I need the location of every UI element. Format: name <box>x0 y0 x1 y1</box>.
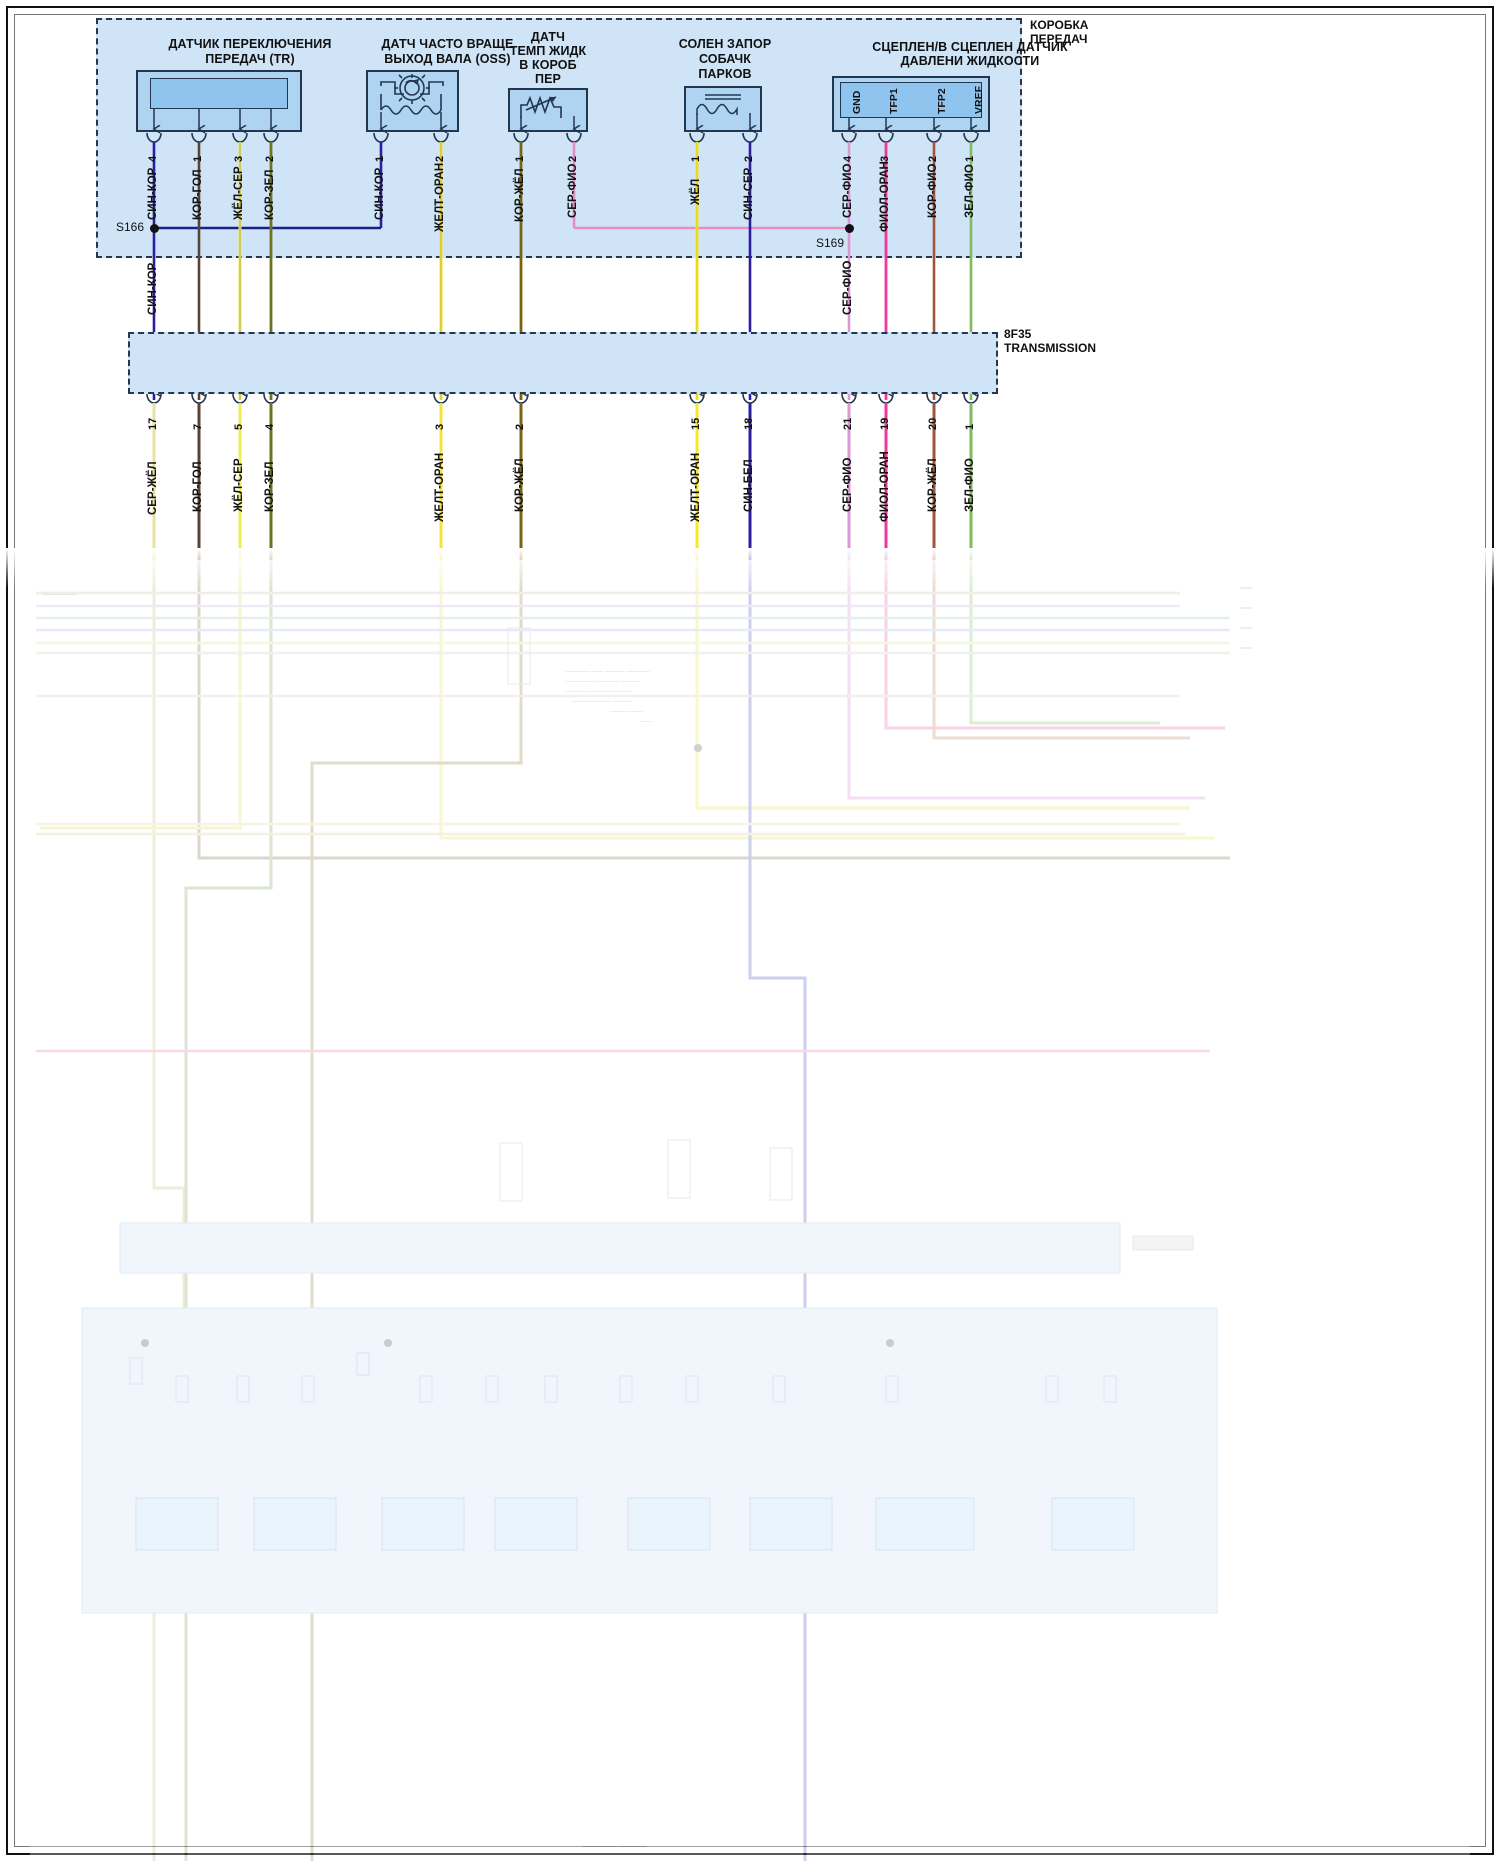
connector-pin-1: 1 <box>964 423 976 430</box>
park-pawl-body <box>684 86 762 132</box>
wire-label-tr-2: КОР-ЗЕЛ <box>264 169 276 220</box>
splice-node-s169 <box>845 224 854 233</box>
connector-wire-18: СИН-БЕЛ <box>743 459 755 512</box>
wire-label-tr-4: СИН-КОР <box>147 167 159 220</box>
connector-wire-17: СЕР-ЖЁЛ <box>147 461 159 515</box>
oss-sensor-title-line2: ВЫХОД ВАЛА (OSS) <box>384 52 511 66</box>
connector-pin-18: 18 <box>743 417 755 430</box>
connector-wire-15: ЖЕЛТ-ОРАН <box>690 452 702 522</box>
tft-sensor-body <box>508 88 588 132</box>
wire-label-clutch-3: ФИОЛ-ОРАН <box>879 161 891 232</box>
pin-number-solenoid-2: 2 <box>743 155 755 162</box>
svg-text:___: ___ <box>639 715 652 722</box>
clutch-terminal-vref: VREF <box>973 85 985 114</box>
clutch-pressure-title-line2: ДАВЛЕНИ ЖИДКОСТИ <box>900 54 1040 68</box>
wire-label-clutch-1: ЗЕЛ-ФИО <box>964 164 976 218</box>
pin-number-solenoid-1: 1 <box>690 155 702 162</box>
svg-text:_______ ______ _____: _______ ______ _____ <box>565 675 640 682</box>
connector-pin-19: 19 <box>879 417 891 430</box>
wire-label-clutch-4: СЕР-ФИО <box>842 163 854 218</box>
pin-number-tr-3: 3 <box>233 155 245 162</box>
tft-sensor-title-line3: В КОРОБ <box>519 58 577 72</box>
wire-label-solenoid-1: ЖЁЛ <box>690 178 702 205</box>
wire-label-clutch-2: КОР-ФИО <box>927 163 939 219</box>
svg-text:__________ _____: __________ _____ <box>571 695 632 702</box>
wire-label-solenoid-2: СИН-СЕР <box>743 167 755 220</box>
wire-label-tr-1: КОР-ГОЛ <box>192 169 204 220</box>
splice-label-s169: S169 <box>816 236 845 250</box>
clutch-pressure-terminal-strip <box>840 82 982 118</box>
pin-number-clutch-4: 4 <box>842 155 854 162</box>
oss-sensor-title-line1: ДАТЧ ЧАСТО ВРАЩЕ <box>381 37 514 51</box>
connector-pin-15: 15 <box>690 417 702 430</box>
transmission-enclosure <box>96 18 1022 258</box>
page-two-bleed: ______ ___ _____ ______ _______ ______ _… <box>0 548 1500 1861</box>
tft-sensor-title-line2: ТЕМП ЖИДК <box>509 44 587 58</box>
connector-8f35-label-line2: TRANSMISSION <box>1004 341 1097 355</box>
connector-pin-17: 17 <box>147 417 159 430</box>
pin-number-oss-1: 1 <box>374 155 386 162</box>
pin-number-tft-1: 1 <box>514 155 526 162</box>
pin-number-tr-1: 1 <box>192 155 204 162</box>
transmission-enclosure-label-line2: ПЕРЕДАЧ <box>1030 32 1088 46</box>
pin-number-tr-4: 4 <box>147 155 159 162</box>
connector-pin-2: 2 <box>514 423 526 430</box>
connector-wire-5: ЖЁЛ-СЕР <box>233 458 245 512</box>
connector-pin-20: 20 <box>927 417 939 430</box>
pin-number-oss-2: 2 <box>434 155 446 162</box>
clutch-terminal-gnd: GND <box>851 90 863 114</box>
splice-node-s166 <box>150 224 159 233</box>
page-inner-border <box>14 14 1486 1847</box>
tr-sensor-title-line1: ДАТЧИК ПЕРЕКЛЮЧЕНИЯ <box>168 37 332 51</box>
svg-text:____ ____: ____ ____ <box>609 705 643 712</box>
page-two-wires: ______ ___ _____ ______ _______ ______ _… <box>30 548 1470 1861</box>
connector-wire-4: КОР-ЗЕЛ <box>264 461 276 512</box>
harness-wire-label-ser-fio: СЕР-ФИО <box>842 260 854 315</box>
clutch-terminal-tfp1: TFP1 <box>888 88 900 114</box>
connector-8f35-label-line1: 8F35 <box>1004 327 1032 341</box>
park-pawl-title-line1: СОЛЕН ЗАПОР <box>678 37 772 51</box>
pin-number-tft-2: 2 <box>567 155 579 162</box>
connector-wire-21: СЕР-ФИО <box>842 457 854 512</box>
splice-label-s166: S166 <box>116 220 145 234</box>
tr-sensor-symbol <box>150 78 288 109</box>
connector-wire-20: КОР-ЖЁЛ <box>927 458 939 512</box>
harness-wire-label-sin-kor: СИН-КОР <box>147 262 159 315</box>
connector-wire-3: ЖЕЛТ-ОРАН <box>434 452 446 522</box>
connector-8f35-box <box>128 332 998 394</box>
connector-pin-5: 5 <box>233 423 245 430</box>
page-border <box>6 6 1494 1855</box>
svg-text:______ ____ ______: ______ ____ ______ <box>565 685 632 692</box>
clutch-pressure-title-line1: СЦЕПЛЕН/В СЦЕПЛЕН ДАТЧИК <box>872 40 1068 54</box>
connector-wire-19: ФИОЛ-ОРАН <box>879 451 891 522</box>
connector-wire-7: КОР-ГОЛ <box>192 461 204 512</box>
park-pawl-title-line2: СОБАЧК <box>698 52 752 66</box>
wire-label-oss-2: ЖЕЛТ-ОРАН <box>434 162 446 232</box>
wire-label-tft-1: КОР-ЖЁЛ <box>514 168 526 222</box>
wire-label-tr-3: ЖЁЛ-СЕР <box>233 166 245 220</box>
tft-sensor-title-line1: ДАТЧ <box>530 30 566 44</box>
connector-pin-7: 7 <box>192 423 204 430</box>
tft-sensor-title-line4: ПЕР <box>535 72 561 86</box>
park-pawl-title-line3: ПАРКОВ <box>698 67 752 81</box>
connector-pin-4: 4 <box>264 423 276 430</box>
pin-number-tr-2: 2 <box>264 155 276 162</box>
connector-pin-3: 3 <box>434 423 446 430</box>
pin-number-clutch-1: 1 <box>964 155 976 162</box>
transmission-enclosure-label-line1: КОРОБКА <box>1030 18 1089 32</box>
connector-wire-2: КОР-ЖЁЛ <box>514 458 526 512</box>
page-two-label-bottom: _________ _______ <box>582 1840 647 1847</box>
clutch-terminal-tfp2: TFP2 <box>936 88 948 114</box>
wire-label-oss-1: СИН-КОР <box>374 167 386 220</box>
page-break-fade <box>0 548 1500 588</box>
pin-number-clutch-2: 2 <box>927 155 939 162</box>
page-two-label-left: _________ <box>42 588 78 595</box>
oss-sensor-body <box>366 70 459 132</box>
connector-pin-21: 21 <box>842 417 854 430</box>
svg-text:______ ___ _____ ______: ______ ___ _____ ______ <box>565 665 650 672</box>
wire-label-tft-2: СЕР-ФИО <box>567 163 579 218</box>
tr-sensor-title-line2: ПЕРЕДАЧ (TR) <box>205 52 295 66</box>
connector-wire-1: ЗЕЛ-ФИО <box>964 458 976 512</box>
